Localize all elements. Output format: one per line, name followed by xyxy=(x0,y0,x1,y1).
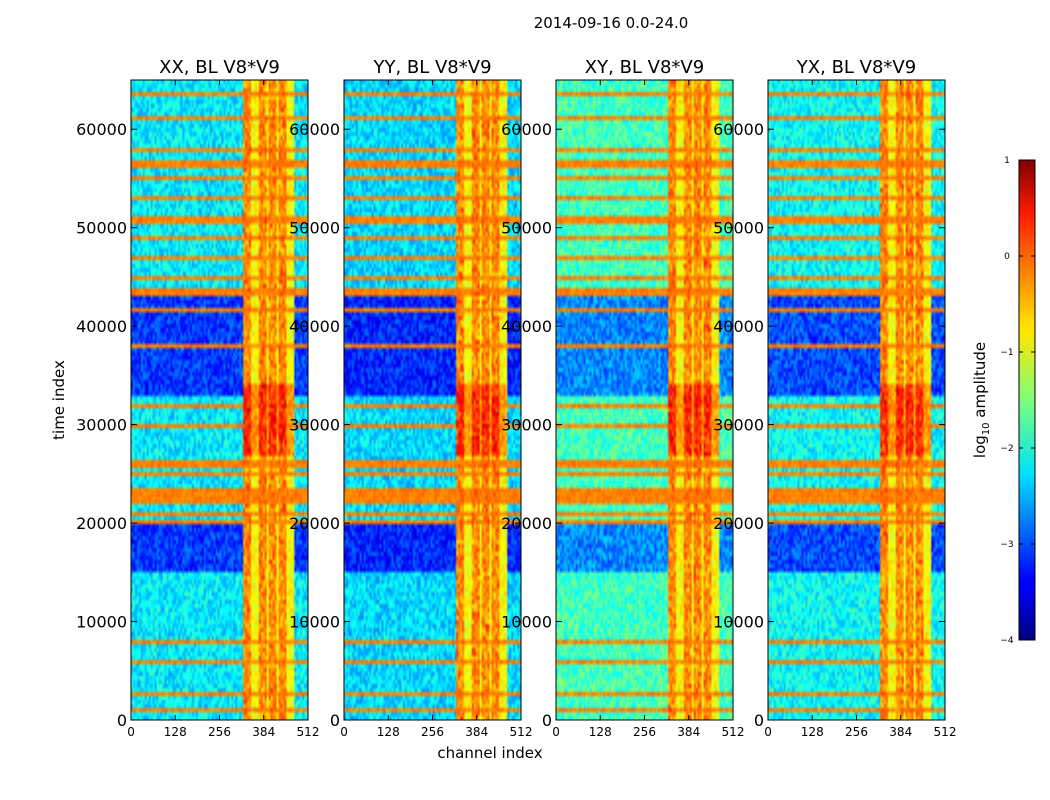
x-tick-label: 256 xyxy=(421,725,444,739)
x-tick-label: 0 xyxy=(127,725,135,739)
heatmap-1 xyxy=(131,80,308,720)
x-tick-label: 128 xyxy=(801,725,824,739)
y-tick-label: 10000 xyxy=(501,613,552,632)
panel-title: XX, BL V8*V9 xyxy=(159,57,280,78)
x-tick-label: 384 xyxy=(465,725,488,739)
colorbar-tick-label: 0 xyxy=(1004,252,1010,262)
y-tick-label: 50000 xyxy=(501,219,552,238)
y-tick-label: 60000 xyxy=(76,120,127,139)
y-tick-label: 30000 xyxy=(289,416,340,435)
heatmap-2 xyxy=(344,80,521,720)
y-tick-label: 50000 xyxy=(76,219,127,238)
colorbar-tick-label: −4 xyxy=(1000,636,1014,646)
y-tick-label: 0 xyxy=(542,711,552,730)
x-tick-label: 256 xyxy=(208,725,231,739)
panel-2: YY, BL V8*V9 0 128 256 384 512 0 10000 20000 3000… xyxy=(289,57,532,739)
colorbar-gradient xyxy=(1018,159,1036,641)
panel-title: YX, BL V8*V9 xyxy=(796,57,916,78)
x-tick-label: 256 xyxy=(845,725,868,739)
colorbar-tick-label: −3 xyxy=(1000,540,1013,550)
y-tick-label: 10000 xyxy=(289,613,340,632)
colorbar-tick-label: −2 xyxy=(1000,444,1013,454)
panel-title: XY, BL V8*V9 xyxy=(585,57,704,78)
panel-3: XY, BL V8*V9 0 128 256 384 512 0 10000 20000 3000… xyxy=(501,57,744,739)
x-tick-label: 512 xyxy=(297,725,320,739)
y-tick-label: 20000 xyxy=(501,514,552,533)
colorbar: 1 0 −1 −2 −3 −4 log10 amplitude xyxy=(971,156,1036,646)
colorbar-tick-label: 1 xyxy=(1004,156,1010,166)
y-tick-label: 40000 xyxy=(76,317,127,336)
x-tick-label: 128 xyxy=(164,725,187,739)
y-tick-label: 20000 xyxy=(289,514,340,533)
y-tick-label: 30000 xyxy=(713,416,764,435)
y-tick-label: 20000 xyxy=(713,514,764,533)
x-tick-label: 384 xyxy=(252,725,275,739)
x-axis-label: channel index xyxy=(437,744,542,762)
y-tick-label: 40000 xyxy=(501,317,552,336)
y-tick-label: 50000 xyxy=(289,219,340,238)
panel-title: YY, BL V8*V9 xyxy=(372,57,491,78)
x-tick-label: 0 xyxy=(340,725,348,739)
colorbar-label: log10 amplitude xyxy=(971,342,992,458)
y-tick-label: 60000 xyxy=(501,120,552,139)
heatmap-3 xyxy=(556,80,733,720)
y-tick-label: 10000 xyxy=(713,613,764,632)
x-tick-label: 384 xyxy=(677,725,700,739)
x-tick-label: 0 xyxy=(764,725,772,739)
x-tick-label: 512 xyxy=(722,725,745,739)
y-tick-label: 30000 xyxy=(501,416,552,435)
y-tick-label: 40000 xyxy=(713,317,764,336)
x-tick-label: 256 xyxy=(633,725,656,739)
x-tick-label: 128 xyxy=(377,725,400,739)
y-axis-label: time index xyxy=(50,360,68,440)
x-tick-label: 0 xyxy=(552,725,560,739)
heatmap-4 xyxy=(768,80,945,720)
y-tick-label: 20000 xyxy=(76,514,127,533)
y-tick-label: 40000 xyxy=(289,317,340,336)
x-tick-label: 512 xyxy=(934,725,957,739)
y-tick-label: 0 xyxy=(754,711,764,730)
panel-4: YX, BL V8*V9 0 128 256 384 512 0 10000 20000 3000… xyxy=(713,57,956,739)
panel-1: XX, BL V8*V9 0 128 256 384 512 0 10000 20000 3000… xyxy=(76,57,319,739)
y-tick-label: 30000 xyxy=(76,416,127,435)
x-tick-label: 512 xyxy=(510,725,533,739)
colorbar-tick-label: −1 xyxy=(1000,348,1013,358)
chart-suptitle: 2014-09-16 0.0-24.0 xyxy=(534,14,689,32)
y-tick-label: 10000 xyxy=(76,613,127,632)
x-tick-label: 128 xyxy=(589,725,612,739)
y-tick-label: 60000 xyxy=(713,120,764,139)
y-tick-label: 0 xyxy=(117,711,127,730)
y-tick-label: 0 xyxy=(330,711,340,730)
x-tick-label: 384 xyxy=(889,725,912,739)
y-tick-label: 60000 xyxy=(289,120,340,139)
y-tick-label: 50000 xyxy=(713,219,764,238)
